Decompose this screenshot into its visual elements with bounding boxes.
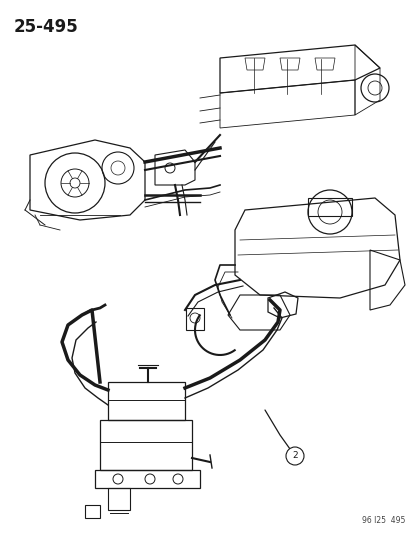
- Text: 96 I25  495: 96 I25 495: [361, 516, 404, 525]
- Circle shape: [285, 447, 303, 465]
- Text: 25-495: 25-495: [14, 18, 78, 36]
- Text: 2: 2: [292, 451, 297, 461]
